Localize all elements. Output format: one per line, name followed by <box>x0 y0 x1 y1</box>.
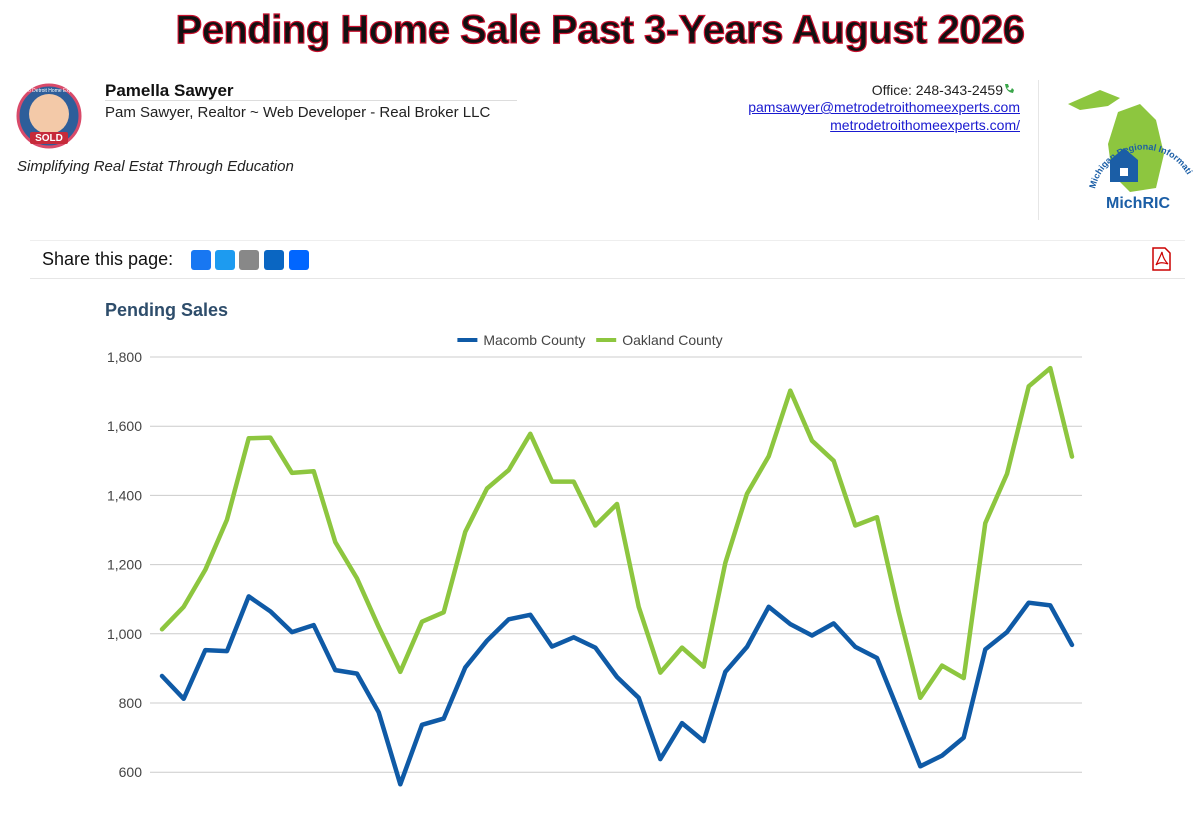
chart: Pending Sales 600 800 1,000 1,200 1,400 1,600… <box>105 300 1082 787</box>
linkedin-button[interactable] <box>264 250 284 270</box>
y-tick-label: 1,400 <box>107 487 142 503</box>
logo-badge: SOLD <box>35 133 63 144</box>
chart-title: Pending Sales <box>105 300 228 320</box>
email-button[interactable] <box>239 250 259 270</box>
office-phone: Office: 248-343-2459 <box>871 82 1003 98</box>
facebook-button[interactable] <box>191 250 211 270</box>
y-tick-label: 1,800 <box>107 349 142 365</box>
twitter-button[interactable] <box>215 250 235 270</box>
agent-role: Pam Sawyer, Realtor ~ Web Developer - Re… <box>105 104 491 121</box>
legend-label: Oakland County <box>622 332 722 348</box>
house <box>1110 148 1138 182</box>
more-button[interactable] <box>289 250 309 270</box>
page-title: Pending Home Sale Past 3-Years August 20… <box>175 7 1026 52</box>
website-link[interactable]: metrodetroithomeexperts.com/ <box>830 117 1020 133</box>
logo-text: Metro Detroit Home Experts <box>18 88 80 94</box>
agent-name: Pamella Sawyer <box>105 81 234 100</box>
window <box>1120 168 1128 176</box>
email-link[interactable]: pamsawyer@metrodetroithomeexperts.com <box>748 99 1020 115</box>
pdf-button[interactable] <box>1150 247 1172 271</box>
tagline: Simplifying Real Estat Through Education <box>17 158 294 175</box>
phone-icon <box>1005 84 1014 93</box>
agent-logo: Metro Detroit Home Experts SOLD <box>16 83 82 149</box>
mls-name: MichRIC <box>1106 195 1170 212</box>
share-label: Share this page: <box>42 249 174 269</box>
series-line <box>159 365 1075 701</box>
map-up <box>1068 90 1120 110</box>
divider <box>1038 80 1039 220</box>
y-tick-label: 600 <box>119 764 143 780</box>
y-tick-label: 1,200 <box>107 557 142 573</box>
legend-label: Macomb County <box>483 332 585 348</box>
series-line <box>159 594 1075 787</box>
divider <box>105 100 517 101</box>
y-tick-label: 800 <box>119 695 143 711</box>
logo-center <box>29 94 69 134</box>
logo-badge-bg <box>30 132 68 144</box>
mls-logo: Michigan Regional Information Center Mic… <box>1060 84 1194 212</box>
y-tick-label: 1,000 <box>107 626 142 642</box>
y-tick-label: 1,600 <box>107 418 142 434</box>
share-bar: Share this page: <box>30 240 1185 279</box>
